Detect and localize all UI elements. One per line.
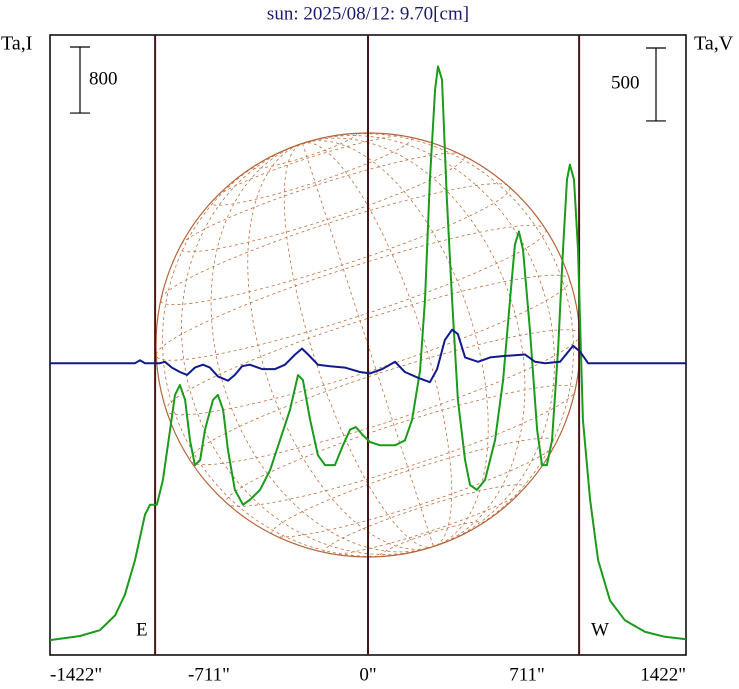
scale-bar-label: 800	[89, 68, 118, 89]
chart-title: sun: 2025/08/12: 9.70[cm]	[267, 3, 469, 24]
x-tick-label: -711"	[188, 664, 230, 685]
x-tick-label: -1422"	[50, 664, 102, 685]
x-tick-label: 1422"	[640, 664, 686, 685]
x-tick-label: 711"	[509, 664, 545, 685]
east-label: E	[136, 619, 148, 640]
series-line	[50, 328, 686, 384]
y2-axis-label: Ta,V	[694, 33, 734, 55]
y-axis-label: Ta,I	[1, 33, 32, 55]
y2-scale-bar-label: 500	[611, 72, 640, 93]
west-label: W	[591, 619, 609, 640]
x-tick-label: 0"	[359, 664, 376, 685]
series-line	[49, 65, 687, 642]
